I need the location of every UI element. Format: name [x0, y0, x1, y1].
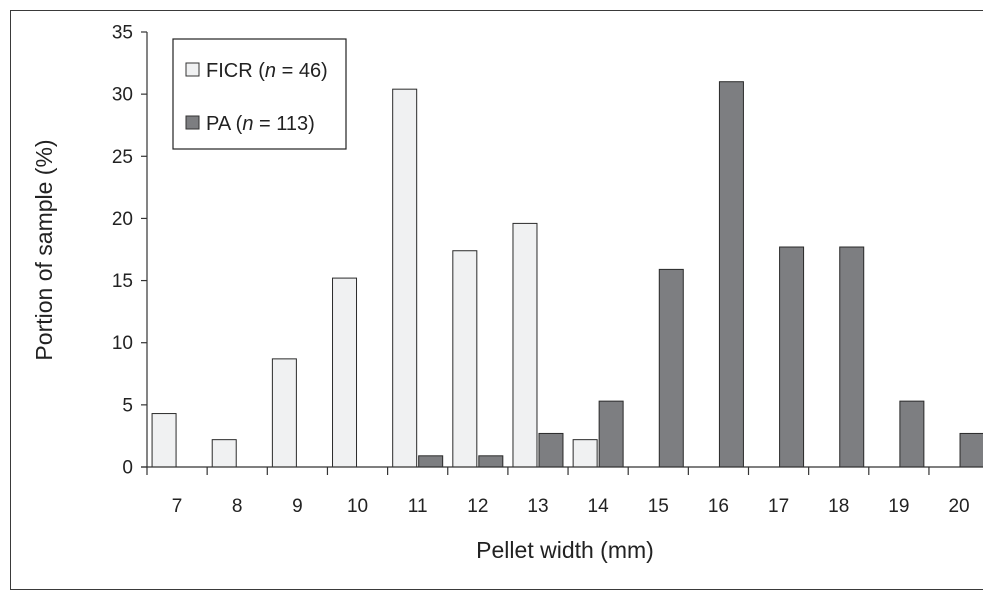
legend-label-pa: PA (n = 113): [206, 113, 315, 135]
x-tick-label-20: 20: [948, 496, 969, 517]
x-axis-title: Pellet width (mm): [476, 537, 654, 563]
legend-swatch-ficr: [185, 62, 200, 77]
bar-ficr-11: [392, 88, 418, 468]
y-tick-label-20: 20: [112, 209, 133, 230]
x-tick-label-19: 19: [888, 496, 909, 517]
x-tick-label-8: 8: [232, 496, 243, 517]
bar-pa-14: [598, 400, 624, 468]
legend-n-symbol-pa: n: [242, 113, 253, 135]
y-tick-label-0: 0: [122, 458, 133, 479]
x-tick-label-7: 7: [172, 496, 183, 517]
legend-series-name-pa: PA: [206, 113, 232, 135]
bar-pa-17: [779, 246, 805, 468]
x-tick-label-9: 9: [292, 496, 303, 517]
legend-swatch-pa: [185, 115, 200, 130]
bar-ficr-10: [332, 277, 358, 468]
bar-ficr-14: [572, 439, 598, 468]
y-tick-label-5: 5: [122, 395, 133, 416]
legend: FICR (n = 46) PA (n = 113): [172, 38, 347, 150]
legend-n-symbol-ficr: n: [265, 60, 276, 82]
bar-pa-20: [959, 432, 983, 468]
y-tick-label-25: 25: [112, 147, 133, 168]
x-tick-label-18: 18: [828, 496, 849, 517]
x-tick-label-13: 13: [527, 496, 548, 517]
bar-pa-12: [478, 455, 504, 468]
x-tick-label-12: 12: [467, 496, 488, 517]
legend-n-value-ficr: = 46): [282, 60, 328, 82]
bar-ficr-9: [271, 358, 297, 468]
bar-ficr-8: [211, 439, 237, 468]
legend-box: [172, 38, 347, 150]
legend-label-ficr: FICR (n = 46): [206, 60, 328, 82]
bar-ficr-7: [151, 413, 177, 468]
bar-pa-11: [418, 455, 444, 468]
bars-layer: [151, 81, 983, 468]
legend-series-name-ficr: FICR: [206, 60, 253, 82]
x-tick-label-14: 14: [588, 496, 610, 517]
bar-ficr-12: [452, 250, 478, 468]
x-tick-label-16: 16: [708, 496, 729, 517]
bar-pa-15: [658, 268, 684, 468]
x-tick-label-10: 10: [347, 496, 368, 517]
ticks-layer: 0 5 10 15 20 25 30 35 7 8 9 10 11 12 13 14 15 16 17 18 19 20: [112, 23, 970, 518]
bar-pa-19: [899, 400, 925, 468]
x-tick-label-15: 15: [648, 496, 669, 517]
y-tick-label-10: 10: [112, 333, 133, 354]
bar-pa-18: [839, 246, 865, 468]
x-tick-label-17: 17: [768, 496, 789, 517]
bar-ficr-13: [512, 222, 538, 468]
y-axis-title: Portion of sample (%): [31, 139, 57, 360]
legend-n-value-pa: = 113): [259, 113, 315, 135]
bar-pa-13: [538, 432, 564, 468]
x-tick-label-11: 11: [408, 496, 428, 517]
bar-pa-16: [718, 81, 744, 468]
y-tick-label-15: 15: [112, 271, 133, 292]
axes-layer: [141, 32, 983, 468]
y-tick-label-35: 35: [112, 23, 133, 44]
y-tick-label-30: 30: [112, 85, 133, 106]
